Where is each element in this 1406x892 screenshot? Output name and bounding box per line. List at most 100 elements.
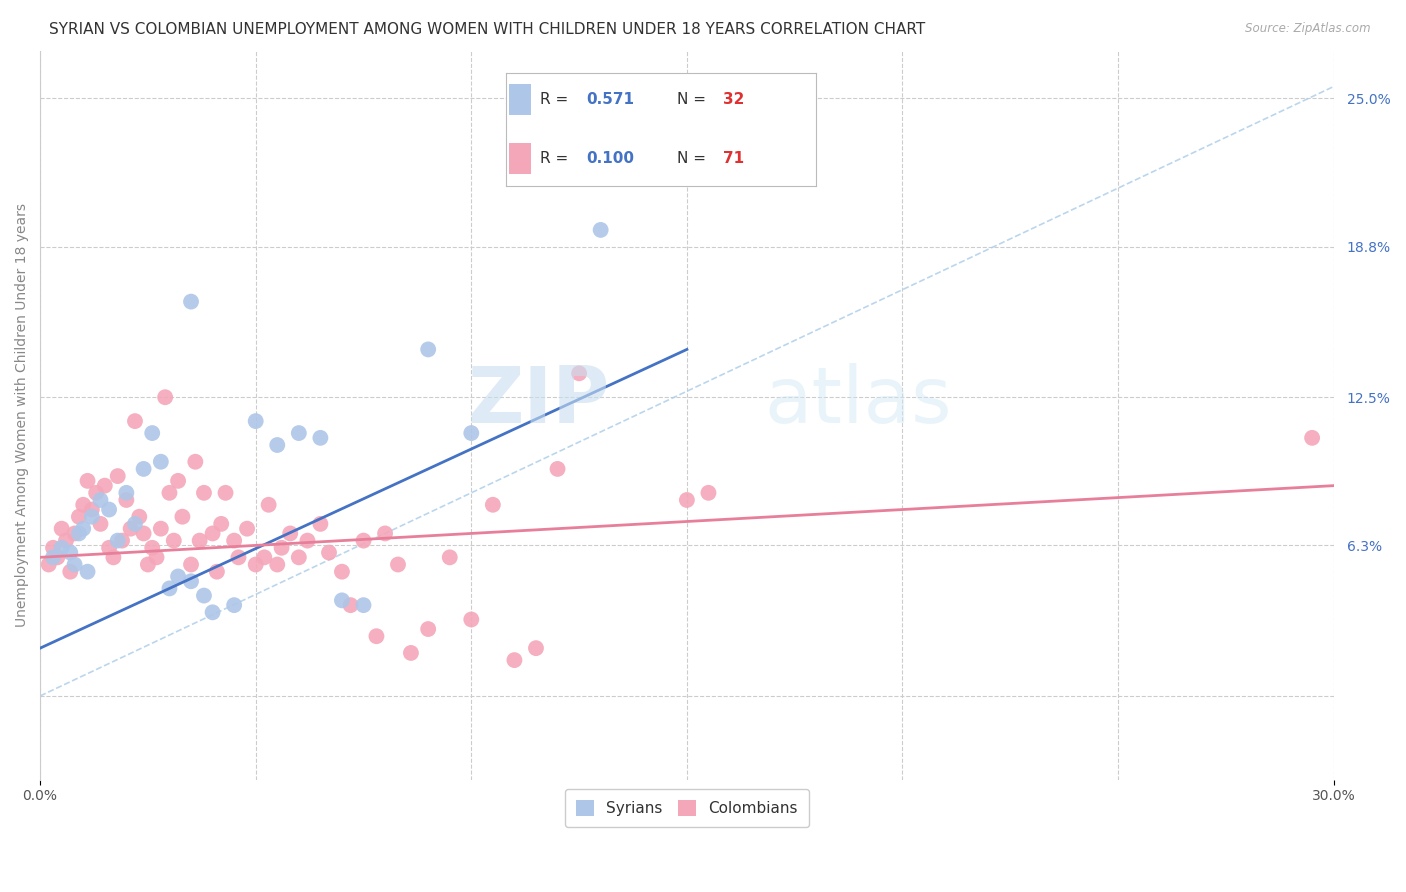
Point xyxy=(460,426,482,441)
Point xyxy=(278,526,301,541)
Point xyxy=(460,612,482,626)
Point xyxy=(42,541,65,555)
Point xyxy=(547,462,569,476)
Point xyxy=(418,622,440,636)
Point xyxy=(149,522,172,536)
Point xyxy=(224,598,246,612)
Point xyxy=(193,485,215,500)
Point xyxy=(59,565,82,579)
Point xyxy=(309,516,332,531)
Point xyxy=(103,550,125,565)
Point xyxy=(51,522,73,536)
Point xyxy=(128,509,150,524)
Point xyxy=(676,493,699,508)
Point xyxy=(167,474,190,488)
Text: atlas: atlas xyxy=(765,362,952,439)
Point xyxy=(72,498,94,512)
Point xyxy=(188,533,211,548)
Point xyxy=(318,545,340,559)
Point xyxy=(115,485,138,500)
Point xyxy=(201,526,224,541)
Point xyxy=(153,390,176,404)
Point xyxy=(201,605,224,619)
Point xyxy=(330,565,353,579)
Point xyxy=(309,431,332,445)
Point xyxy=(257,498,280,512)
Point xyxy=(288,550,311,565)
Point xyxy=(236,522,259,536)
Point xyxy=(107,469,129,483)
Point xyxy=(89,493,111,508)
Text: SYRIAN VS COLOMBIAN UNEMPLOYMENT AMONG WOMEN WITH CHILDREN UNDER 18 YEARS CORREL: SYRIAN VS COLOMBIAN UNEMPLOYMENT AMONG W… xyxy=(49,22,925,37)
Point xyxy=(339,598,361,612)
Point xyxy=(98,502,121,516)
Point xyxy=(589,223,612,237)
Point xyxy=(482,498,505,512)
Point xyxy=(205,565,228,579)
Point xyxy=(132,462,155,476)
Point xyxy=(124,516,146,531)
Point xyxy=(141,426,163,441)
Point xyxy=(111,533,134,548)
Point xyxy=(353,598,375,612)
Point xyxy=(67,509,90,524)
Point xyxy=(67,526,90,541)
Point xyxy=(266,438,288,452)
Point xyxy=(224,533,246,548)
Point xyxy=(76,565,98,579)
Point xyxy=(59,545,82,559)
Point xyxy=(524,641,547,656)
Point xyxy=(163,533,186,548)
Point xyxy=(266,558,288,572)
Point xyxy=(180,294,202,309)
Point xyxy=(245,414,267,428)
Point xyxy=(141,541,163,555)
Point xyxy=(167,569,190,583)
Point xyxy=(697,485,720,500)
Point xyxy=(253,550,276,565)
Y-axis label: Unemployment Among Women with Children Under 18 years: Unemployment Among Women with Children U… xyxy=(15,203,30,627)
Point xyxy=(98,541,121,555)
Point xyxy=(89,516,111,531)
Point xyxy=(374,526,396,541)
Point xyxy=(180,558,202,572)
Point xyxy=(399,646,422,660)
Point xyxy=(330,593,353,607)
Point xyxy=(214,485,236,500)
Point xyxy=(55,533,77,548)
Point xyxy=(209,516,232,531)
Point xyxy=(568,367,591,381)
Point xyxy=(159,485,181,500)
Point xyxy=(80,502,103,516)
Point xyxy=(145,550,167,565)
Point xyxy=(159,582,181,596)
Point xyxy=(115,493,138,508)
Point xyxy=(503,653,526,667)
Point xyxy=(353,533,375,548)
Point xyxy=(107,533,129,548)
Point xyxy=(228,550,250,565)
Point xyxy=(76,474,98,488)
Point xyxy=(439,550,461,565)
Text: ZIP: ZIP xyxy=(467,362,609,439)
Point xyxy=(124,414,146,428)
Point xyxy=(136,558,159,572)
Point xyxy=(366,629,388,643)
Point xyxy=(1301,431,1323,445)
Point xyxy=(80,509,103,524)
Legend: Syrians, Colombians: Syrians, Colombians xyxy=(565,789,808,827)
Point xyxy=(94,478,117,492)
Point xyxy=(38,558,60,572)
Point xyxy=(149,455,172,469)
Point xyxy=(132,526,155,541)
Point xyxy=(270,541,292,555)
Point xyxy=(297,533,319,548)
Point xyxy=(418,343,440,357)
Point xyxy=(193,589,215,603)
Text: Source: ZipAtlas.com: Source: ZipAtlas.com xyxy=(1246,22,1371,36)
Point xyxy=(288,426,311,441)
Point xyxy=(72,522,94,536)
Point xyxy=(180,574,202,589)
Point xyxy=(51,541,73,555)
Point xyxy=(84,485,107,500)
